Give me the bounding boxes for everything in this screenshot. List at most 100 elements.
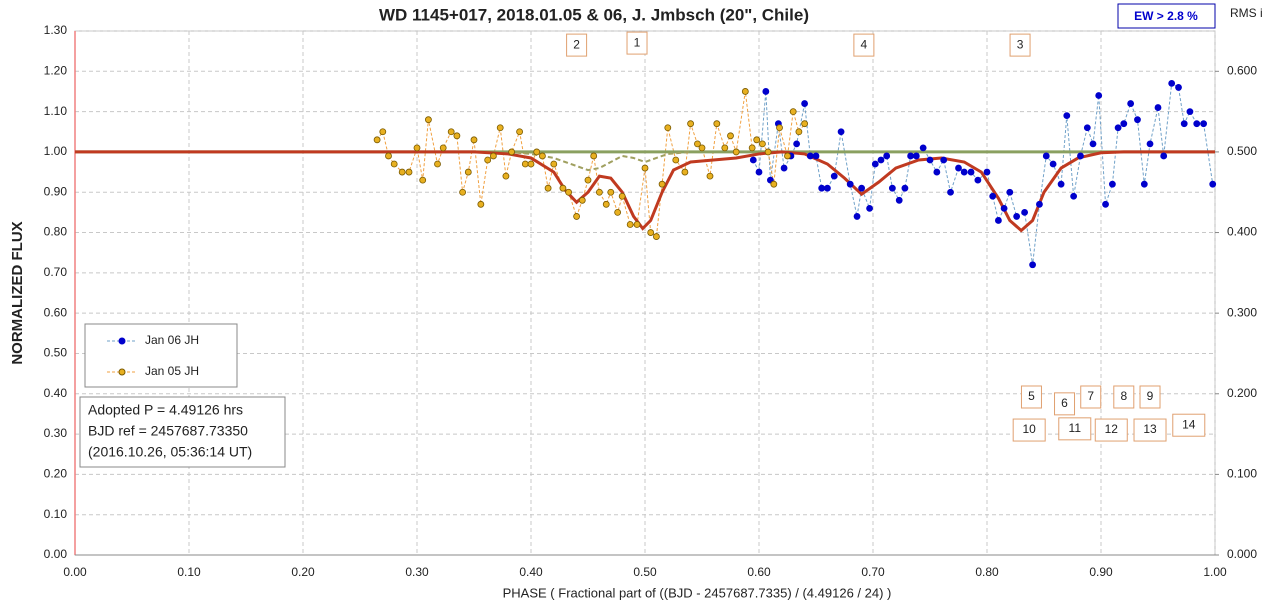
data-point <box>1000 204 1008 212</box>
data-point <box>1006 188 1014 196</box>
data-point <box>633 221 641 228</box>
y-tick-label: 0.40 <box>44 386 68 400</box>
x-tick-label: 0.50 <box>633 565 657 579</box>
data-point <box>1083 124 1091 132</box>
annotation-box <box>853 33 875 57</box>
data-point <box>653 233 660 240</box>
data-point <box>602 200 610 208</box>
data-point <box>801 100 808 107</box>
data-point <box>379 128 387 136</box>
y-tick-label: 1.10 <box>44 104 68 118</box>
y2-axis-label: RMS i <box>1230 6 1263 20</box>
data-point <box>741 88 749 95</box>
data-point <box>1120 120 1128 128</box>
x-tick-label: 1.00 <box>1203 565 1227 579</box>
data-point <box>618 192 626 200</box>
legend-box <box>84 323 238 388</box>
data-point <box>1042 152 1050 160</box>
info-line: (2016.10.26, 05:36:14 UT) <box>88 444 252 460</box>
y2-tick-label: 0.400 <box>1227 225 1257 239</box>
annotation-label: 14 <box>1182 417 1196 431</box>
data-point <box>681 168 689 176</box>
data-point <box>641 164 649 172</box>
annotation-box <box>1009 33 1031 57</box>
data-point <box>974 176 982 184</box>
data-point <box>502 172 510 180</box>
data-point <box>960 168 968 176</box>
data-point <box>470 136 478 144</box>
annotation-box <box>1058 417 1092 441</box>
annotation-box <box>1020 385 1042 409</box>
model-line <box>508 150 691 172</box>
data-point <box>1049 160 1057 168</box>
data-point <box>1160 152 1168 160</box>
data-point <box>508 148 516 156</box>
data-point <box>424 116 432 124</box>
data-point <box>940 156 948 164</box>
data-point <box>1134 116 1141 124</box>
annotation-label: 7 <box>1087 389 1094 403</box>
data-point <box>373 136 381 144</box>
annotation-label: 10 <box>1023 422 1037 436</box>
annotation-box <box>1094 418 1128 442</box>
data-point <box>926 156 934 164</box>
data-point <box>753 136 761 144</box>
annotation-box <box>1113 385 1135 409</box>
legend-label: Jan 06 JH <box>145 333 199 347</box>
data-point <box>1146 140 1154 148</box>
data-point <box>1029 261 1036 269</box>
data-point <box>647 229 655 236</box>
data-point <box>871 160 879 168</box>
x-tick-label: 0.10 <box>177 565 201 579</box>
info-line: Adopted P = 4.49126 hrs <box>88 402 243 418</box>
data-point <box>789 108 797 116</box>
data-point <box>1154 104 1162 111</box>
legend-marker <box>118 368 126 376</box>
data-point <box>533 148 541 156</box>
annotation-label: 9 <box>1147 389 1154 403</box>
y2-tick-label: 0.200 <box>1227 386 1257 400</box>
data-point <box>516 128 523 136</box>
data-point <box>614 208 622 216</box>
series-line <box>376 91 806 238</box>
data-point <box>527 160 535 168</box>
data-point <box>806 152 814 160</box>
annotation-label: 8 <box>1120 389 1127 403</box>
data-point <box>664 124 672 132</box>
annotation-box <box>1139 385 1161 409</box>
data-point <box>824 184 831 192</box>
y-tick-label: 0.30 <box>44 426 68 440</box>
data-point <box>762 88 770 95</box>
data-point <box>1063 112 1071 120</box>
data-point <box>405 168 413 176</box>
data-point <box>955 164 962 172</box>
y-tick-label: 0.50 <box>44 346 68 360</box>
y2-tick-label: 0.300 <box>1227 305 1257 319</box>
data-point <box>698 144 706 152</box>
data-point <box>895 196 903 204</box>
data-point <box>1140 180 1148 188</box>
data-point <box>721 144 729 152</box>
data-point <box>672 156 680 164</box>
data-point <box>967 168 975 176</box>
data-point <box>1036 200 1043 208</box>
data-point <box>590 152 598 160</box>
data-point <box>795 128 803 136</box>
data-point <box>784 152 791 160</box>
data-point <box>755 168 763 176</box>
legend-marker <box>118 337 126 345</box>
annotation-box <box>1080 385 1102 409</box>
data-point <box>1180 120 1188 128</box>
data-point <box>1102 200 1109 208</box>
data-point <box>1168 80 1176 87</box>
annotation-label: 5 <box>1028 389 1035 403</box>
data-point <box>713 120 721 128</box>
data-point <box>866 204 873 212</box>
data-point <box>812 152 820 160</box>
data-point <box>453 132 461 140</box>
x-tick-label: 0.90 <box>1089 565 1113 579</box>
data-point <box>434 160 441 168</box>
data-point <box>439 144 447 152</box>
data-point <box>477 200 485 208</box>
ew-label: EW > 2.8 % <box>1134 9 1198 23</box>
